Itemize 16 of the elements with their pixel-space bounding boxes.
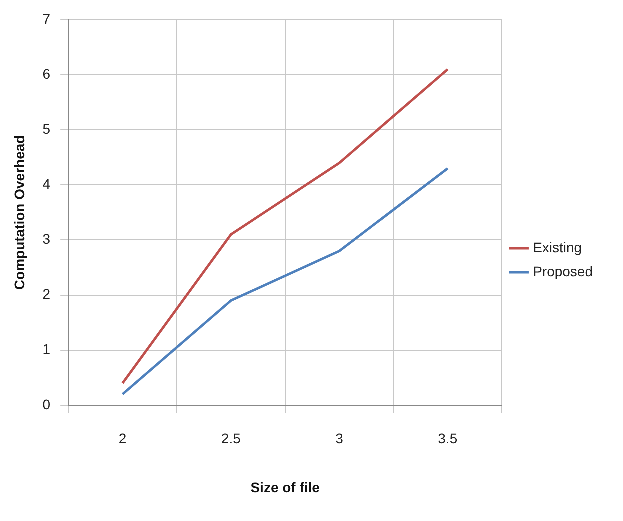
y-tick-label: 3 bbox=[42, 231, 51, 248]
x-tick-label: 3.5 bbox=[438, 430, 458, 447]
y-tick-label: 2 bbox=[42, 286, 51, 302]
y-tick-label: 7 bbox=[42, 10, 51, 27]
y-tick-label: 6 bbox=[42, 66, 51, 82]
legend-label: Proposed bbox=[533, 263, 594, 280]
x-tick-label: 2 bbox=[118, 430, 127, 447]
y-tick-label: 1 bbox=[42, 341, 51, 358]
x-tick-label: 3 bbox=[336, 430, 344, 447]
y-tick-label: 5 bbox=[42, 120, 51, 137]
y-axis-title: Computation Overhead bbox=[11, 135, 28, 290]
x-axis-title: Size of file bbox=[250, 479, 320, 496]
y-tick-label: 4 bbox=[42, 176, 51, 192]
y-tick-label: 0 bbox=[42, 396, 51, 412]
legend-label: Existing bbox=[533, 239, 582, 256]
x-tick-label: 2.5 bbox=[221, 430, 242, 447]
